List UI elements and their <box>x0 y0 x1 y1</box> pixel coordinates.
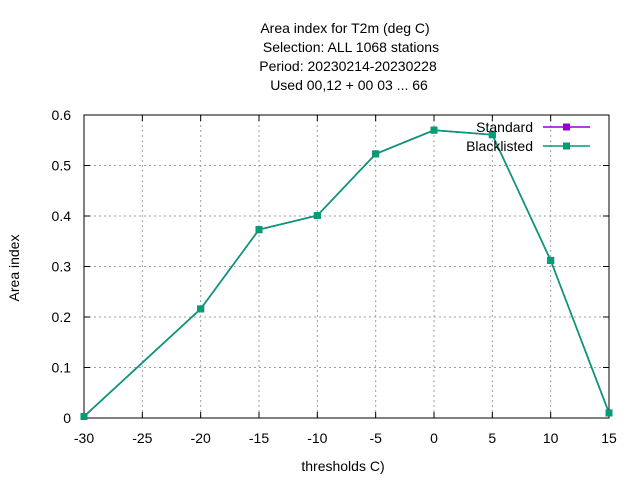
data-point-blacklisted <box>197 305 205 313</box>
data-point-blacklisted <box>80 412 88 420</box>
y-tick-label: 0.2 <box>52 309 72 325</box>
chart-title-line-2: Selection: ALL 1068 stations <box>263 39 439 55</box>
data-point-blacklisted <box>605 409 613 417</box>
data-point-blacklisted <box>547 256 555 264</box>
legend: Standard Blacklisted <box>466 119 590 154</box>
x-tick-label: -25 <box>132 430 152 446</box>
series-line-standard <box>83 129 610 418</box>
x-tick-labels: -30 -25 -20 -15 -10 -5 0 5 10 15 <box>74 430 617 446</box>
y-tick-label: 0.3 <box>52 259 72 275</box>
data-point-blacklisted <box>430 126 438 134</box>
x-axis-label: thresholds C) <box>301 458 384 474</box>
y-tick-label: 0.1 <box>52 360 72 376</box>
chart-title-line-1: Area index for T2m (deg C) <box>260 20 429 36</box>
x-tick-label: 0 <box>430 430 438 446</box>
x-tick-label: 10 <box>543 430 559 446</box>
data-point-blacklisted <box>372 150 380 158</box>
data-point-blacklisted <box>313 211 321 219</box>
legend-label-blacklisted: Blacklisted <box>466 138 533 154</box>
y-tick-label: 0.6 <box>52 107 72 123</box>
y-axis-label: Area index <box>6 235 22 302</box>
y-tick-label: 0.5 <box>52 158 72 174</box>
x-tick-label: -30 <box>74 430 94 446</box>
data-point-blacklisted <box>488 131 496 139</box>
legend-marker-standard <box>563 123 570 131</box>
x-tick-label: 5 <box>488 430 496 446</box>
x-tick-label: 15 <box>601 430 617 446</box>
series-line-blacklisted <box>83 129 610 418</box>
data-point-blacklisted <box>255 226 263 234</box>
grid <box>84 115 609 418</box>
chart-title: Area index for T2m (deg C) Selection: AL… <box>259 20 439 93</box>
x-tick-label: -15 <box>249 430 269 446</box>
plot-frame <box>83 114 610 419</box>
y-tick-label: 0.4 <box>52 208 72 224</box>
x-tick-label: -10 <box>307 430 327 446</box>
y-tick-labels: 0 0.1 0.2 0.3 0.4 0.5 0.6 <box>52 107 72 426</box>
legend-label-standard: Standard <box>476 119 533 135</box>
y-tick-label: 0 <box>63 410 71 426</box>
legend-marker-blacklisted <box>563 142 570 150</box>
chart-title-line-3: Period: 20230214-20230228 <box>259 58 437 74</box>
x-tick-label: -20 <box>191 430 211 446</box>
series-lines <box>80 126 613 420</box>
chart-title-line-4: Used 00,12 + 00 03 ... 66 <box>270 77 428 93</box>
x-tick-label: -5 <box>369 430 382 446</box>
